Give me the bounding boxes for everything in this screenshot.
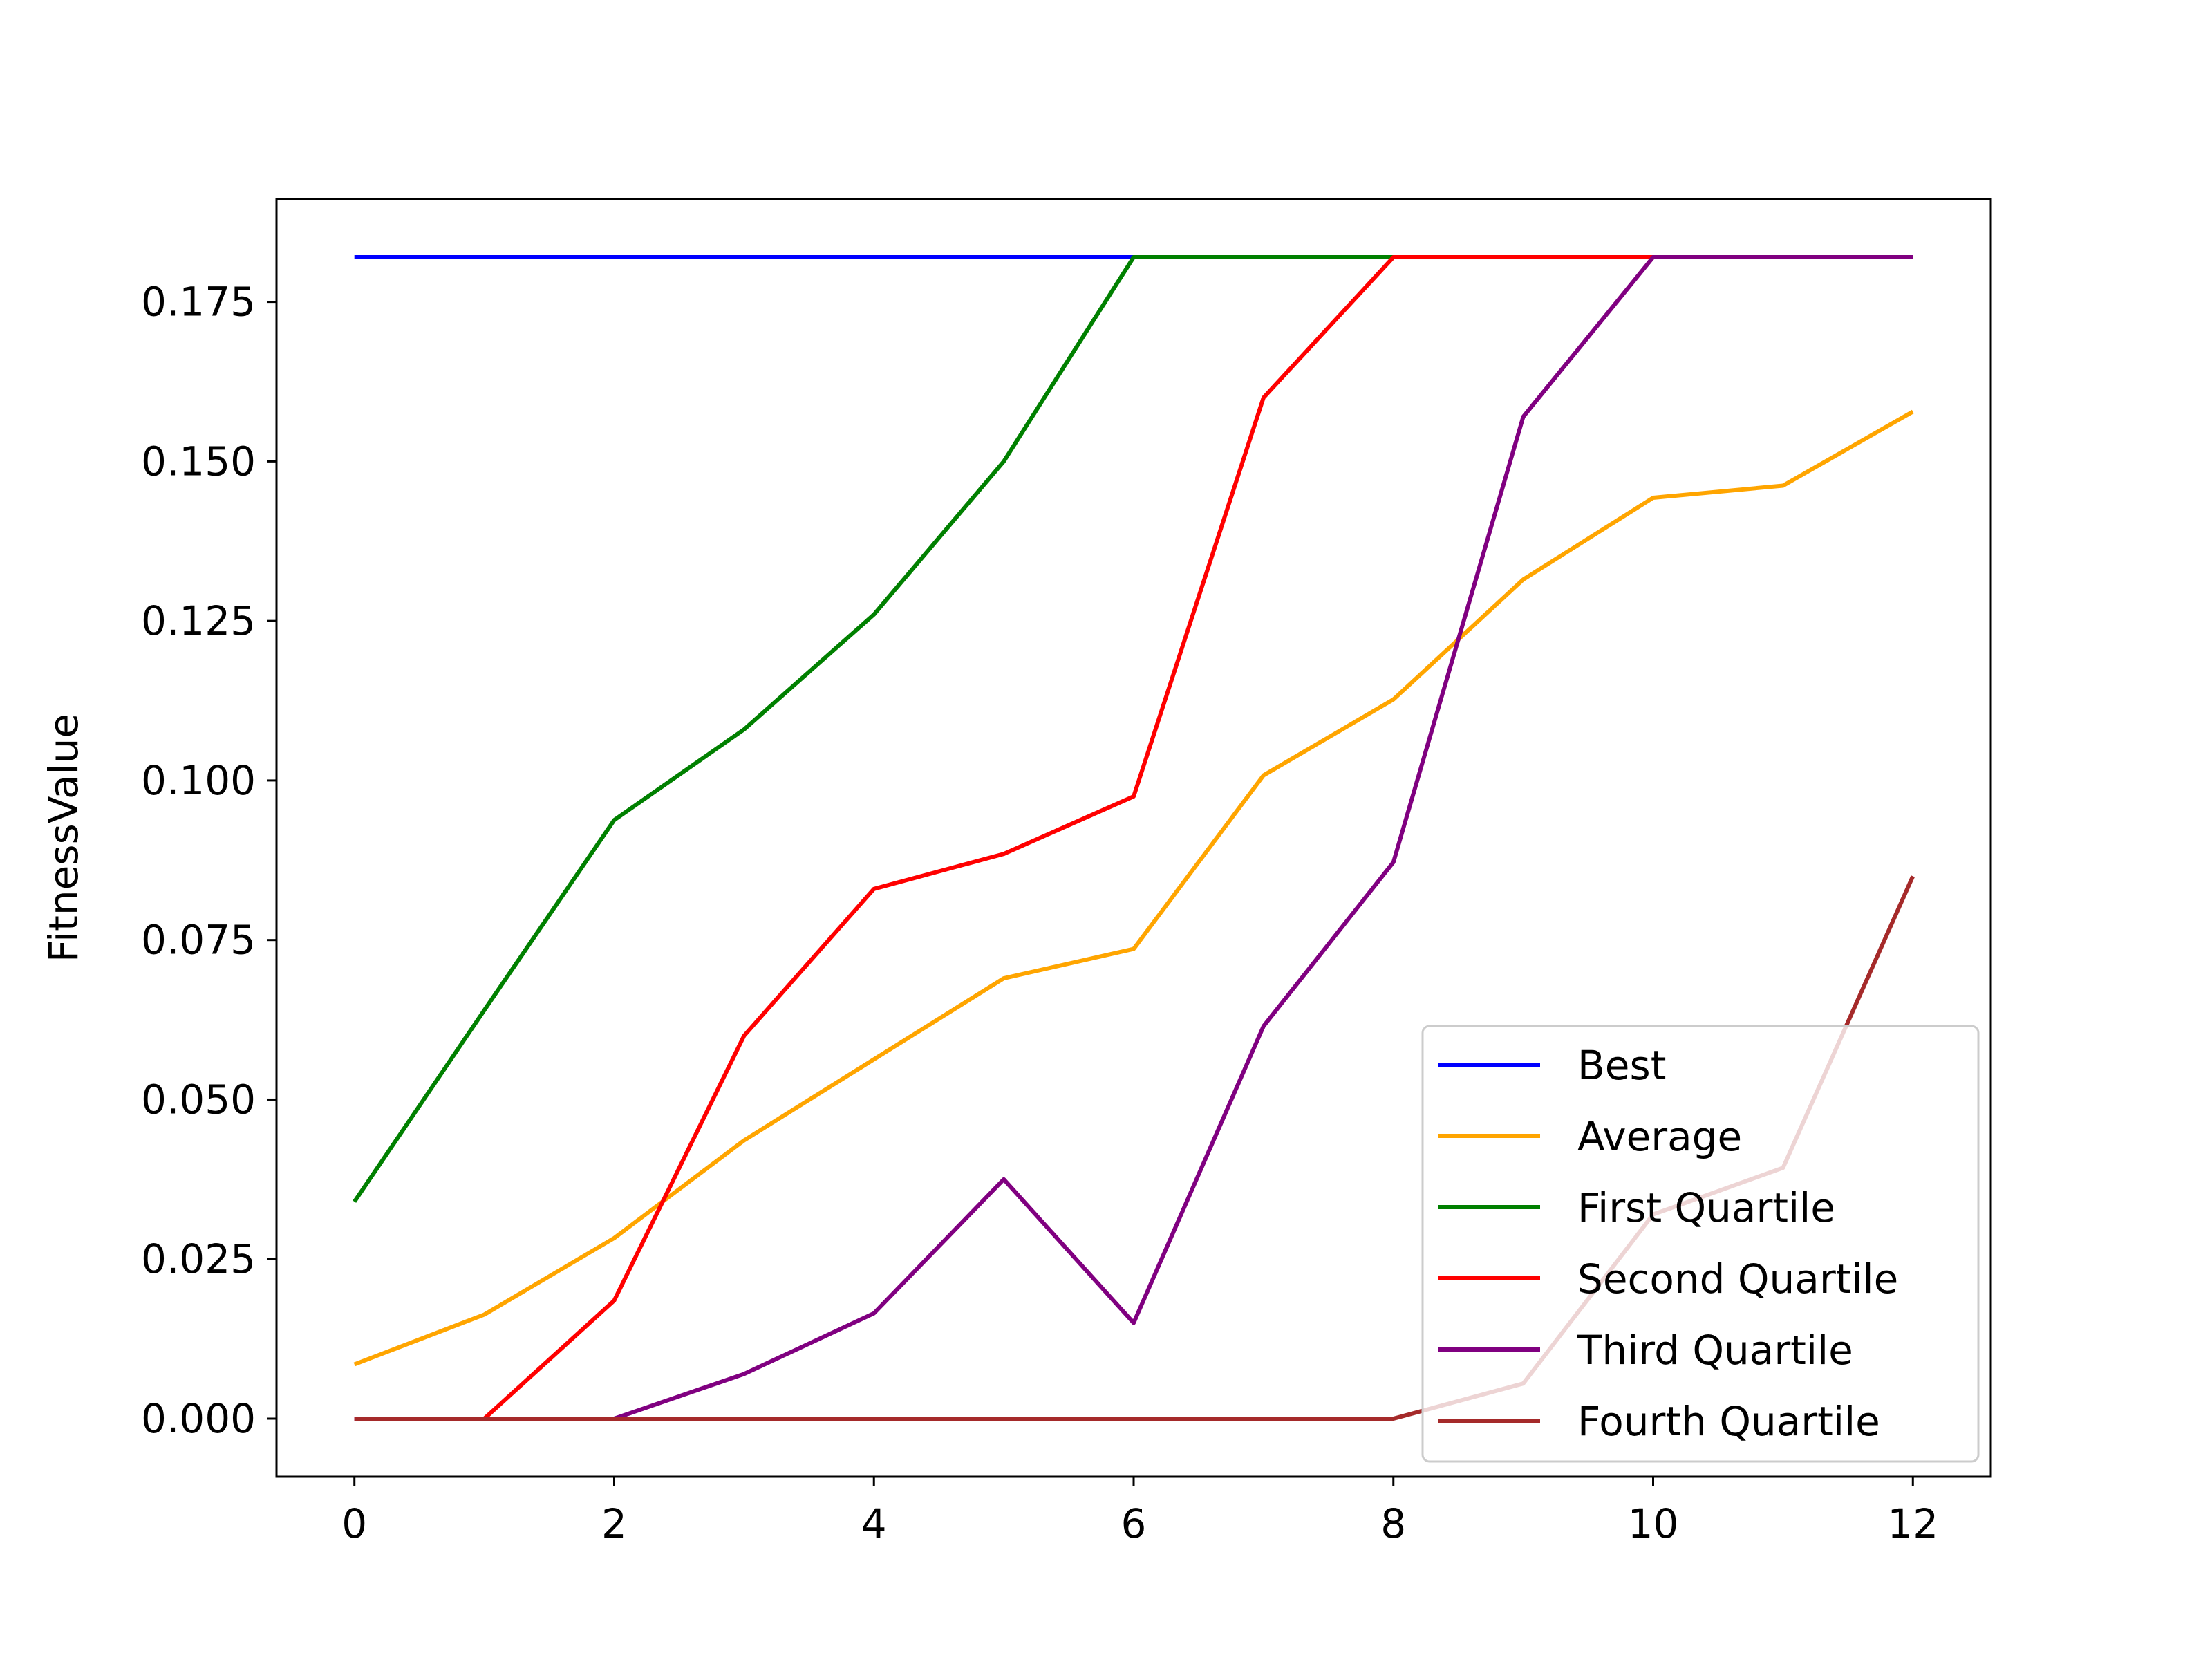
legend-label-third-quartile: Third Quartile: [1577, 1327, 1853, 1374]
legend-label-average: Average: [1577, 1113, 1742, 1160]
legend-label-fourth-quartile: Fourth Quartile: [1577, 1398, 1880, 1445]
legend-label-best: Best: [1577, 1042, 1666, 1089]
y-tick-label: 0.150: [141, 438, 256, 485]
y-tick-label: 0.125: [141, 597, 256, 644]
legend-box: [1421, 1025, 1980, 1463]
y-tick-label: 0.100: [141, 757, 256, 804]
x-axis: 0 2 4 6 8 10 12: [341, 1477, 1938, 1547]
y-axis-label: FitnessValue: [40, 713, 87, 962]
x-tick-label: 0: [341, 1500, 367, 1547]
x-tick-label: 10: [1628, 1500, 1679, 1547]
y-tick-label: 0.000: [141, 1395, 256, 1442]
legend-label-second-quartile: Second Quartile: [1577, 1255, 1898, 1302]
y-tick-label: 0.025: [141, 1235, 256, 1282]
x-tick-label: 6: [1121, 1500, 1147, 1547]
legend-label-first-quartile: First Quartile: [1577, 1184, 1835, 1231]
x-tick-label: 2: [601, 1500, 627, 1547]
x-tick-label: 4: [861, 1500, 887, 1547]
series-line-average: [353, 409, 1914, 1367]
x-tick-label: 12: [1887, 1500, 1938, 1547]
y-tick-label: 0.175: [141, 279, 256, 326]
y-tick-label: 0.050: [141, 1076, 256, 1123]
y-axis: 0.000 0.025 0.050 0.075 0.100 0.125 0.150 0.175: [141, 279, 276, 1442]
y-tick-label: 0.075: [141, 917, 256, 964]
legend: Best Average First Quartile Second Quartile…: [1421, 1025, 1980, 1463]
x-tick-label: 8: [1380, 1500, 1406, 1547]
